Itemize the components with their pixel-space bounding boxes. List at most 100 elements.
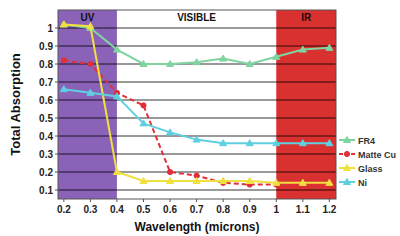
y-tick-label: 0.7 xyxy=(39,77,53,88)
x-tick-label: 0.7 xyxy=(190,204,204,215)
series-marker xyxy=(246,140,253,146)
series-line xyxy=(64,24,330,64)
y-tick-label: 1 xyxy=(47,23,53,34)
legend-label: Ni xyxy=(358,178,367,188)
series-line xyxy=(64,24,330,182)
x-tick xyxy=(90,199,91,202)
x-tick-label: 0.2 xyxy=(57,204,71,215)
y-axis-title: Total Absorption xyxy=(8,53,23,156)
legend-marker xyxy=(344,151,349,156)
y-tick-label: 0.5 xyxy=(39,113,53,124)
series-marker xyxy=(113,169,120,175)
series-marker xyxy=(220,140,227,146)
grid-line xyxy=(58,118,336,119)
region xyxy=(117,10,276,199)
x-tick xyxy=(170,199,171,202)
x-tick-label: 0.9 xyxy=(243,204,257,215)
x-tick-label: 1.2 xyxy=(322,204,336,215)
x-tick-label: 1 xyxy=(273,204,279,215)
series-marker xyxy=(167,178,174,184)
series-marker xyxy=(193,59,200,65)
x-tick xyxy=(143,199,144,202)
y-tick-label: 0.8 xyxy=(39,59,53,70)
series-marker xyxy=(326,44,333,50)
y-tick xyxy=(55,64,58,65)
region-label: VISIBLE xyxy=(177,12,216,23)
region xyxy=(58,10,117,199)
x-tick xyxy=(276,199,277,202)
series-marker xyxy=(246,61,253,67)
x-tick xyxy=(249,199,250,202)
series-marker xyxy=(87,23,94,29)
y-tick xyxy=(55,100,58,101)
region xyxy=(276,10,336,199)
x-tick xyxy=(223,199,224,202)
series-marker xyxy=(299,140,306,146)
series-marker xyxy=(193,178,200,184)
series-marker xyxy=(141,103,146,108)
grid-line xyxy=(58,172,336,173)
grid-line xyxy=(58,154,336,155)
series-marker xyxy=(273,179,280,185)
x-tick-label: 0.4 xyxy=(110,204,124,215)
legend-label: FR4 xyxy=(358,136,375,146)
y-tick-label: 0.4 xyxy=(39,131,53,142)
series-marker xyxy=(167,169,172,174)
x-tick xyxy=(302,199,303,202)
series-marker xyxy=(61,58,66,63)
grid-line xyxy=(58,190,336,191)
series-marker xyxy=(246,178,253,184)
series-marker xyxy=(60,86,67,92)
legend-label: Matte Cu xyxy=(358,150,396,160)
series-marker xyxy=(140,178,147,184)
series-line xyxy=(64,89,330,143)
legend-marker xyxy=(344,179,351,185)
x-tick-label: 1.1 xyxy=(296,204,310,215)
series-line xyxy=(64,60,330,184)
series-marker xyxy=(299,46,306,52)
y-tick xyxy=(55,82,58,83)
y-tick xyxy=(55,172,58,173)
series-marker xyxy=(88,61,93,66)
series-marker xyxy=(140,120,147,126)
grid-line xyxy=(58,100,336,101)
series-marker xyxy=(113,46,120,52)
series-marker xyxy=(60,21,67,27)
x-tick xyxy=(116,199,117,202)
y-tick-label: 0.9 xyxy=(39,41,53,52)
x-tick-label: 0.6 xyxy=(163,204,177,215)
series-marker xyxy=(87,89,94,95)
series-marker xyxy=(193,136,200,142)
region-label: UV xyxy=(81,12,95,23)
y-tick-label: 0.1 xyxy=(39,185,53,196)
legend: FR4 Matte Cu Glass Ni xyxy=(339,136,396,188)
series-marker xyxy=(326,140,333,146)
legend-label: Glass xyxy=(358,164,383,174)
y-tick-label: 0.3 xyxy=(39,149,53,160)
series-marker xyxy=(167,129,174,135)
grid-line xyxy=(58,28,336,29)
series-marker xyxy=(113,93,120,99)
y-tick xyxy=(55,118,58,119)
legend-marker xyxy=(344,165,351,171)
series-marker xyxy=(326,179,333,185)
series-group xyxy=(60,21,333,187)
y-tick xyxy=(55,28,58,29)
region-label: IR xyxy=(301,12,312,23)
x-tick xyxy=(63,199,64,202)
x-tick-label: 0.5 xyxy=(137,204,151,215)
y-tick xyxy=(55,136,58,137)
y-tick xyxy=(55,46,58,47)
chart: UV VISIBLE IR 0.1 0.2 0.3 0.4 0.5 0.6 0.7 0.8 0.9 1 0… xyxy=(0,0,400,236)
grid-line xyxy=(58,46,336,47)
regions xyxy=(58,10,336,199)
series-marker xyxy=(220,55,227,61)
x-tick xyxy=(196,199,197,202)
series-marker xyxy=(220,178,227,184)
x-tick xyxy=(329,199,330,202)
plot-frame xyxy=(58,10,336,199)
x-tick-label: 0.8 xyxy=(216,204,230,215)
y-tick xyxy=(55,154,58,155)
series-marker xyxy=(299,179,306,185)
series-marker xyxy=(273,53,280,59)
